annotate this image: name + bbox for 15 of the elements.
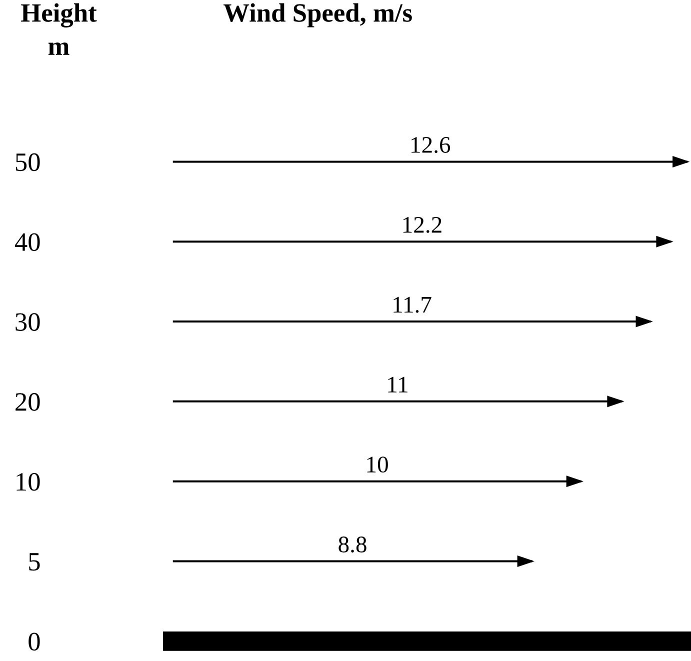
- y-tick-label: 50: [16, 153, 40, 172]
- chart-title: Wind Speed, m/s: [224, 3, 412, 28]
- data-label: 11.7: [394, 296, 432, 313]
- y-tick-label: 0: [28, 632, 40, 651]
- data-label: 8.8: [338, 536, 366, 553]
- data-label: 12.6: [412, 137, 450, 154]
- data-label: 10: [367, 456, 388, 473]
- y-tick-label: 5: [29, 553, 40, 571]
- y-tick-label: 30: [16, 313, 40, 331]
- y-axis-title: Height m: [21, 3, 97, 55]
- y-tick-label: 20: [16, 393, 40, 411]
- y-tick-label: 40: [14, 233, 40, 252]
- data-label: 11: [388, 376, 408, 392]
- data-label: 12.2: [403, 216, 442, 233]
- y-tick-label: 10: [16, 472, 40, 491]
